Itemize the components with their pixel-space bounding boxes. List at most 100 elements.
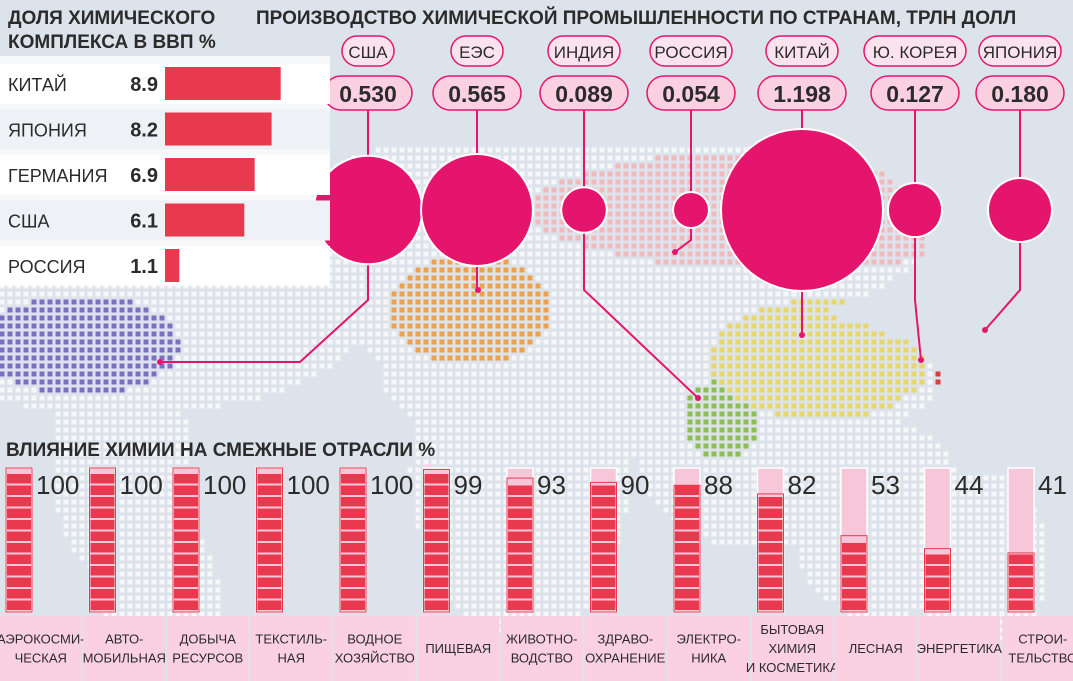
industry-bar-segment	[842, 543, 866, 553]
industry-bar-segment	[591, 600, 616, 610]
gdp-bar	[165, 67, 281, 100]
gdp-bar	[165, 249, 180, 282]
bubble-label-box	[341, 35, 395, 67]
industry-bar-segment	[758, 531, 783, 541]
industry-bar-segment	[508, 520, 532, 530]
industry-bar-segment	[90, 497, 115, 507]
industry-bar-segment	[341, 600, 365, 610]
bubble-anchor-dot	[672, 249, 678, 255]
gdp-value-label: 6.9	[130, 165, 158, 187]
industry-bar-fill-outline	[339, 467, 367, 613]
bubble-group-5: КИТАЙ 1.198	[720, 35, 884, 338]
industry-category-label: ЭНЕРГЕТИКА	[917, 641, 1003, 656]
industry-bar-segment	[7, 474, 31, 484]
industry-bar-segment	[675, 531, 699, 541]
industry-bar-segment	[842, 589, 866, 599]
bubble-6	[888, 183, 942, 237]
bubble-group-1: США 0.530	[157, 35, 424, 365]
industry-bar-segment	[842, 600, 866, 610]
industry-bar-segment	[591, 589, 616, 599]
gdp-category-label: ЯПОНИЯ	[8, 121, 87, 141]
industry-label-box	[751, 616, 833, 681]
industry-category-label: АЭРОКОСМИ-	[0, 632, 85, 647]
industry-bar-segment	[424, 520, 449, 530]
gdp-chart-title-line2: КОМПЛЕКСА В ВВП %	[8, 32, 216, 53]
industry-bar-segment	[7, 554, 31, 564]
bubble-country-label: РОССИЯ	[654, 43, 727, 62]
industry-bar-segment	[675, 508, 699, 518]
industry-category-label: ТЕКСТИЛЬ-	[255, 632, 327, 647]
industry-bar-fill-outline	[590, 481, 617, 613]
bubble-group-3: ИНДИЯ 0.089	[539, 35, 701, 401]
industry-category-label: БЫТОВАЯ	[760, 622, 824, 637]
industry-bar-segment	[257, 474, 282, 484]
industry-bar-segment	[424, 531, 449, 541]
bubble-label-box	[450, 35, 504, 67]
industry-bar-segment	[257, 497, 282, 507]
industry-value-label: 100	[120, 470, 163, 500]
industry-label-box	[417, 616, 499, 681]
industry-bar-fill-outline	[423, 468, 450, 613]
industry-bar-segment	[925, 589, 950, 599]
industry-bar-segment	[925, 566, 950, 576]
bubble-country-label: КИТАЙ	[774, 43, 830, 62]
industry-bar-segment	[675, 577, 699, 587]
bubble-leader-line	[583, 104, 699, 399]
industry-value-label: 100	[370, 470, 413, 500]
industry-bar-segment	[758, 577, 783, 587]
industry-bar-segment	[1009, 589, 1033, 599]
industry-bar-fill-outline	[757, 493, 784, 613]
bubble-label-box	[765, 35, 839, 67]
industry-category-label: ЭЛЕКТРО-	[677, 632, 741, 647]
bubble-group-6: Ю. КОРЕЯ 0.127	[863, 35, 967, 363]
industry-bar-segment	[174, 520, 198, 530]
bubble-chart-title: ПРОИЗВОДСТВО ХИМИЧЕСКОЙ ПРОМЫШЛЕННОСТИ П…	[256, 7, 1016, 29]
industry-bar-segment	[424, 474, 449, 484]
bubble-anchor-dot	[475, 287, 481, 293]
industry-bar-segment	[758, 497, 783, 507]
bubble-value-label: 0.565	[448, 81, 506, 107]
industry-bar-segment	[174, 600, 198, 610]
bubble-value-label: 0.054	[662, 81, 720, 107]
gdp-bar	[165, 158, 255, 191]
bubble-value-label: 0.180	[991, 81, 1049, 107]
industry-bar-segment	[508, 566, 532, 576]
industry-bar-fill-outline	[924, 548, 951, 613]
industry-bar-segment	[7, 508, 31, 518]
industry-bar-segment	[508, 543, 532, 553]
industry-bar-segment	[7, 577, 31, 587]
bubble-country-label: ИНДИЯ	[554, 43, 615, 62]
industry-bar-segment	[257, 508, 282, 518]
industry-category-label: ЧЕСКАЯ	[15, 651, 67, 666]
bubble-3	[562, 188, 606, 232]
industry-category-label: ХИМИЯ	[768, 641, 816, 656]
industry-label-box	[250, 616, 332, 681]
bubble-country-label: Ю. КОРЕЯ	[873, 43, 958, 62]
industry-bar-segment	[591, 543, 616, 553]
industry-bar-segment	[257, 543, 282, 553]
industry-column-4: 100 ТЕКСТИЛЬ- НАЯ	[250, 467, 332, 681]
bubble-leader-line	[674, 104, 692, 253]
industry-category-label: НАЯ	[278, 651, 305, 666]
industry-bar-segment	[257, 554, 282, 564]
industry-bar-fill-outline	[172, 467, 200, 613]
industry-bar-segment	[174, 566, 198, 576]
industry-label-box	[1002, 616, 1073, 681]
industry-value-label: 93	[537, 470, 566, 500]
industry-label-box	[918, 616, 1000, 681]
industry-label-box	[584, 616, 666, 681]
industry-bar-segment	[591, 531, 616, 541]
industry-bar-segment	[424, 554, 449, 564]
gdp-bar	[165, 203, 245, 237]
industry-label-box	[167, 616, 249, 681]
industry-bar-fill-outline	[506, 477, 534, 613]
bubble-country-label: США	[348, 43, 388, 62]
industry-category-label: РЕСУРСОВ	[172, 651, 243, 666]
bubble-country-label: ЯПОНИЯ	[983, 43, 1058, 62]
bubble-value-box	[975, 75, 1065, 111]
industry-bar-segment	[341, 543, 365, 553]
industry-bar-segment	[424, 600, 449, 610]
bubble-value-box	[432, 75, 522, 111]
industry-category-label: ЖИВОТНО-	[506, 632, 577, 647]
